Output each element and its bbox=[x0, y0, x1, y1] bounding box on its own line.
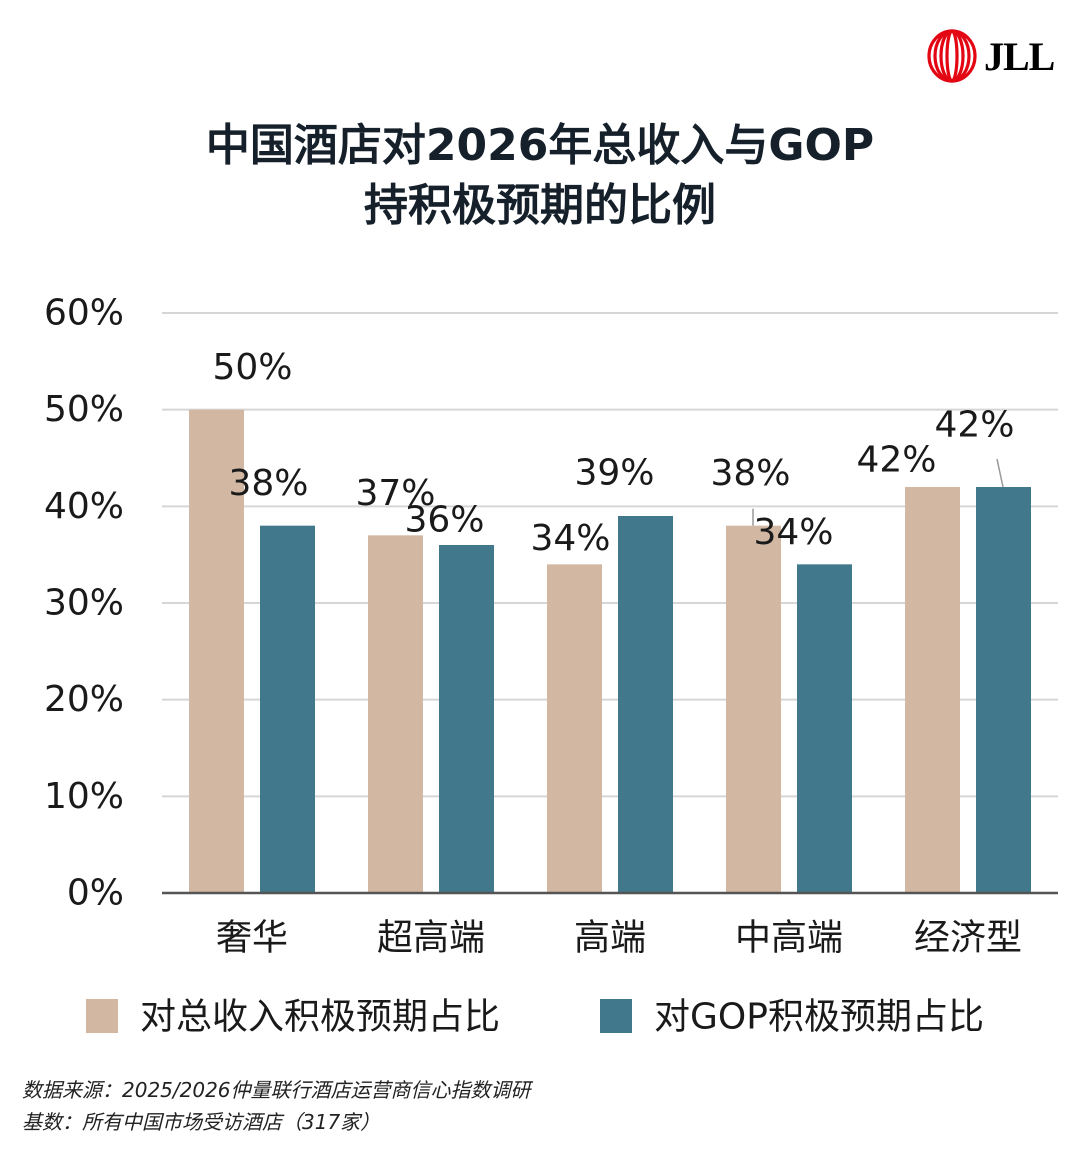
data-label: 39% bbox=[574, 453, 654, 494]
x-category-label: 奢华 bbox=[216, 918, 288, 959]
base-note: 基数：所有中国市场受访酒店（317家） bbox=[22, 1110, 381, 1134]
bar-revenue bbox=[368, 535, 423, 893]
data-label: 50% bbox=[212, 347, 292, 388]
data-label: 34% bbox=[753, 512, 833, 553]
y-tick-label: 40% bbox=[44, 486, 124, 527]
bar-revenue bbox=[547, 564, 602, 893]
legend-swatch bbox=[600, 999, 632, 1033]
bar-revenue bbox=[905, 487, 960, 893]
legend-label: 对GOP积极预期占比 bbox=[654, 997, 984, 1038]
x-category-label: 经济型 bbox=[914, 918, 1022, 959]
x-category-label: 高端 bbox=[574, 918, 646, 959]
y-tick-label: 30% bbox=[44, 583, 124, 624]
leader-line bbox=[996, 458, 1004, 488]
bar-revenue bbox=[189, 409, 244, 893]
y-tick-label: 60% bbox=[44, 293, 124, 334]
bar-gop bbox=[260, 525, 315, 893]
title-line-1: 中国酒店对2026年总收入与GOP bbox=[205, 120, 875, 171]
bar-chart: 0% 10% 20% 30% 40% 50% 60% 50% 37% 34% 38% 42% 38% 36… bbox=[44, 293, 1058, 1038]
data-label: 36% bbox=[404, 500, 484, 541]
bar-gop bbox=[976, 487, 1031, 893]
data-label: 34% bbox=[530, 518, 610, 559]
y-tick-label: 20% bbox=[44, 679, 124, 720]
data-label: 37% bbox=[355, 473, 435, 514]
footer: 数据来源：2025/2026仲量联行酒店运营商信心指数调研 基数：所有中国市场受… bbox=[22, 1074, 531, 1138]
bar-gop bbox=[439, 545, 494, 893]
data-label: 38% bbox=[710, 453, 790, 494]
data-label: 42% bbox=[934, 405, 1014, 446]
data-label: 38% bbox=[228, 463, 308, 504]
logo-text: JLL bbox=[984, 33, 1055, 79]
y-tick-label: 0% bbox=[67, 873, 124, 914]
legend-label: 对总收入积极预期占比 bbox=[140, 997, 500, 1038]
chart-title: 中国酒店对2026年总收入与GOP 持积极预期的比例 bbox=[0, 116, 1080, 236]
data-label: 42% bbox=[856, 440, 936, 481]
x-category-label: 超高端 bbox=[377, 918, 485, 959]
bar-gop bbox=[618, 516, 673, 893]
jll-logo: JLL bbox=[926, 28, 1055, 84]
jll-rings-icon bbox=[927, 29, 977, 83]
x-category-label: 中高端 bbox=[735, 918, 843, 959]
title-line-2: 持积极预期的比例 bbox=[364, 180, 716, 231]
source-note: 数据来源：2025/2026仲量联行酒店运营商信心指数调研 bbox=[22, 1078, 531, 1102]
legend-swatch bbox=[86, 999, 118, 1033]
bar-gop bbox=[797, 564, 852, 893]
y-tick-label: 10% bbox=[44, 776, 124, 817]
bar-revenue bbox=[726, 525, 781, 893]
y-tick-label: 50% bbox=[44, 389, 124, 430]
